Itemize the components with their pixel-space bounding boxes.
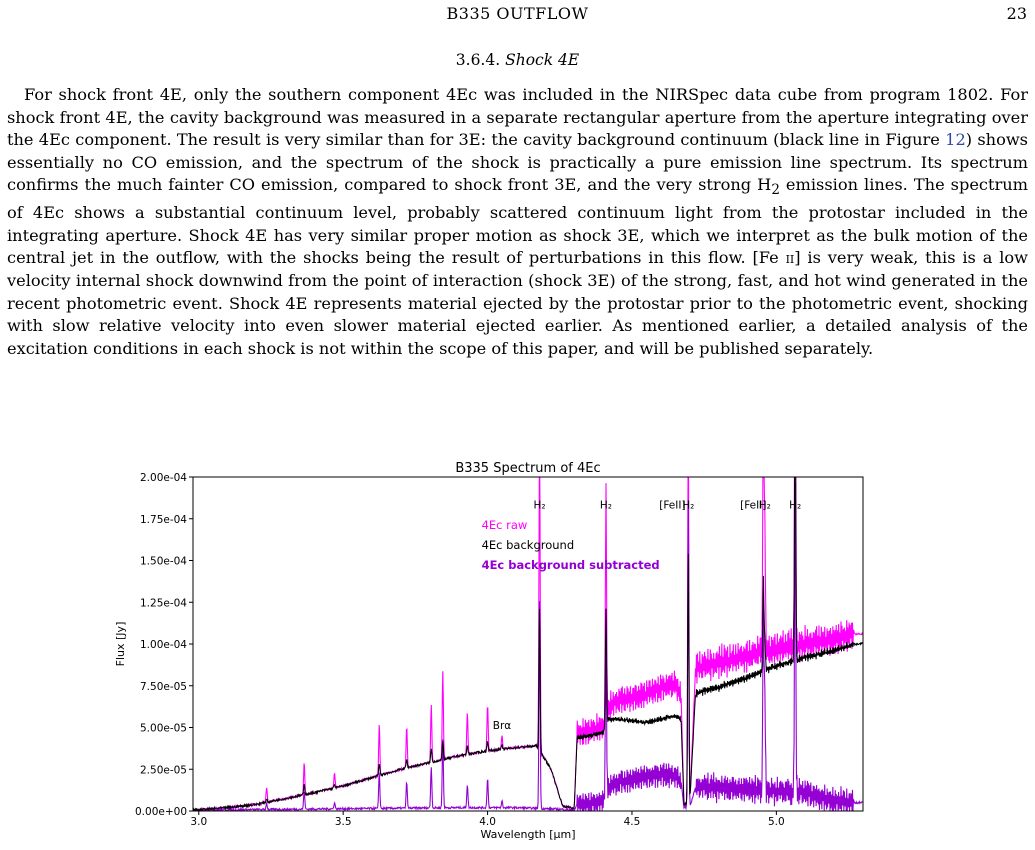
y-tick-label: 1.50e-04 [140, 556, 187, 568]
paragraph-text-2: ) shows essentially no CO emission, and … [7, 130, 1028, 195]
y-tick-label: 7.50e-05 [140, 681, 187, 693]
y-tick-label: 2.00e-04 [140, 472, 187, 484]
section-heading: 3.6.4. Shock 4E [0, 51, 1035, 69]
spectrum-figure: 0.00e+00 2.50e-05 5.00e-05 7.50e-05 1.00e-04… [100, 455, 930, 846]
paragraph-text-3: emission lines. The spectrum of 4Ec show… [7, 175, 1028, 268]
legend-entry: 4Ec raw [482, 518, 528, 532]
fe-ion-label: ii [785, 248, 795, 268]
x-tick-label: 4.0 [479, 816, 496, 828]
running-title: B335 OUTFLOW [446, 4, 589, 23]
page-number: 23 [1006, 4, 1027, 23]
h2-subscript: 2 [771, 182, 780, 199]
y-tick-label: 1.00e-04 [140, 639, 187, 651]
section-number: 3.6.4. [455, 51, 501, 69]
x-tick-label: 4.5 [624, 816, 641, 828]
series-line-background [193, 477, 863, 811]
series-line-subtracted [193, 482, 863, 811]
line-label-br: Brα [493, 720, 512, 732]
line-label-h: H₂ [789, 500, 801, 512]
line-label-feii: [FeII] [740, 500, 766, 512]
spectrum-chart: 0.00e+00 2.50e-05 5.00e-05 7.50e-05 1.00e-04… [114, 461, 864, 841]
paragraph-text-4: ] is very weak, this is a low velocity i… [7, 248, 1029, 358]
x-tick-label: 5.0 [768, 816, 785, 828]
line-label-h: H₂ [759, 500, 771, 512]
x-tick-label: 3.0 [190, 816, 207, 828]
plot-area [193, 477, 863, 811]
x-axis-label: Wavelength [μm] [480, 828, 575, 841]
y-axis-label: Flux [Jy] [114, 622, 127, 667]
paragraph-text-1: For shock front 4E, only the southern co… [7, 85, 1028, 150]
y-tick-label: 0.00e+00 [135, 806, 187, 818]
x-tick-label: 3.5 [335, 816, 352, 828]
line-label-feii: [FeII] [659, 500, 685, 512]
line-label-h: H₂ [682, 500, 694, 512]
y-tick-label: 1.75e-04 [140, 514, 187, 526]
legend-entry: 4Ec background subtracted [482, 558, 660, 572]
legend-entry: 4Ec background [482, 538, 575, 552]
y-tick-label: 5.00e-05 [140, 723, 187, 735]
y-tick-label: 1.25e-04 [140, 597, 187, 609]
figure-reference-link[interactable]: 12 [945, 130, 966, 150]
section-title: Shock 4E [505, 51, 580, 69]
line-label-h: H₂ [600, 500, 612, 512]
line-label-h: H₂ [533, 500, 545, 512]
y-tick-label: 2.50e-05 [140, 764, 187, 776]
body-paragraph: For shock front 4E, only the southern co… [7, 84, 1028, 360]
chart-title: B335 Spectrum of 4Ec [455, 461, 600, 476]
